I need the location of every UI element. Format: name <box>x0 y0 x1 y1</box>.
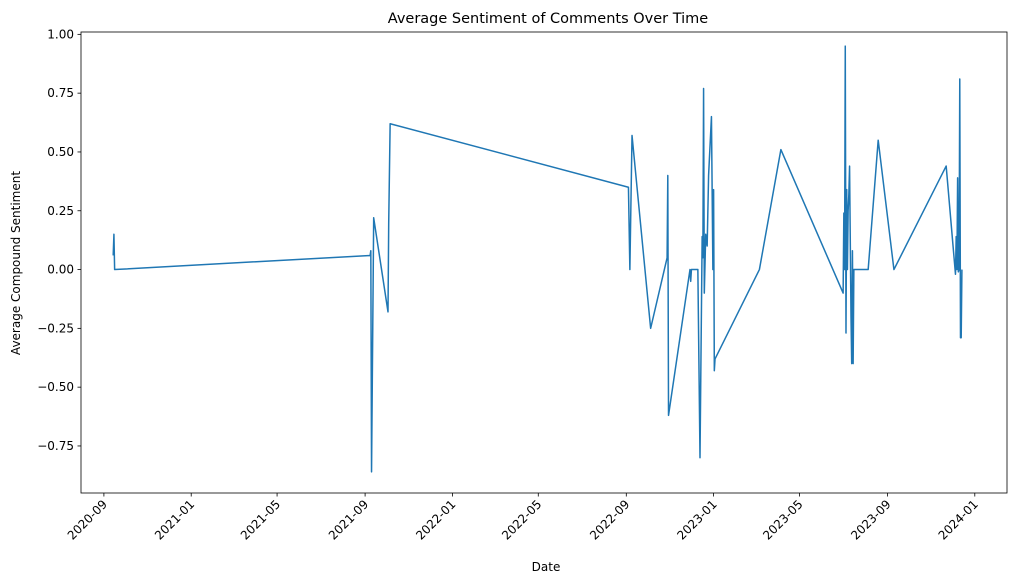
x-axis: 2020-09 2021-01 2021-05 2021-09 2022-01 2022-… <box>65 493 981 543</box>
y-tick-label: 0.00 <box>47 263 74 277</box>
x-tick-label: 2021-01 <box>152 497 197 542</box>
y-tick-label: 1.00 <box>47 27 74 41</box>
plot-frame <box>80 31 1008 494</box>
x-tick-label: 2023-01 <box>674 497 719 542</box>
series-line <box>112 45 963 473</box>
x-tick-label: 2023-09 <box>848 497 893 542</box>
x-tick-label: 2024-01 <box>936 497 981 542</box>
y-tick-label: 0.50 <box>47 145 74 159</box>
x-tick-label: 2022-05 <box>499 497 544 542</box>
y-tick-label: 0.25 <box>47 204 74 218</box>
y-axis-title: Average Compound Sentiment <box>9 171 23 355</box>
plot-area <box>80 31 1008 494</box>
x-tick-label: 2023-05 <box>760 497 805 542</box>
y-axis: −0.75 −0.50 −0.25 0.00 0.25 0.50 0.75 1.00 <box>37 27 81 453</box>
x-tick-label: 2021-09 <box>326 497 371 542</box>
y-tick-label: −0.75 <box>37 439 74 453</box>
y-tick-label: −0.50 <box>37 380 74 394</box>
x-axis-title: Date <box>532 560 561 574</box>
x-tick-label: 2022-09 <box>587 497 632 542</box>
x-tick-label: 2020-09 <box>65 497 110 542</box>
x-tick-label: 2022-01 <box>413 497 458 542</box>
y-tick-label: 0.75 <box>47 86 74 100</box>
y-tick-label: −0.25 <box>37 321 74 335</box>
x-tick-label: 2021-05 <box>238 497 283 542</box>
chart-title: Average Sentiment of Comments Over Time <box>388 11 709 27</box>
